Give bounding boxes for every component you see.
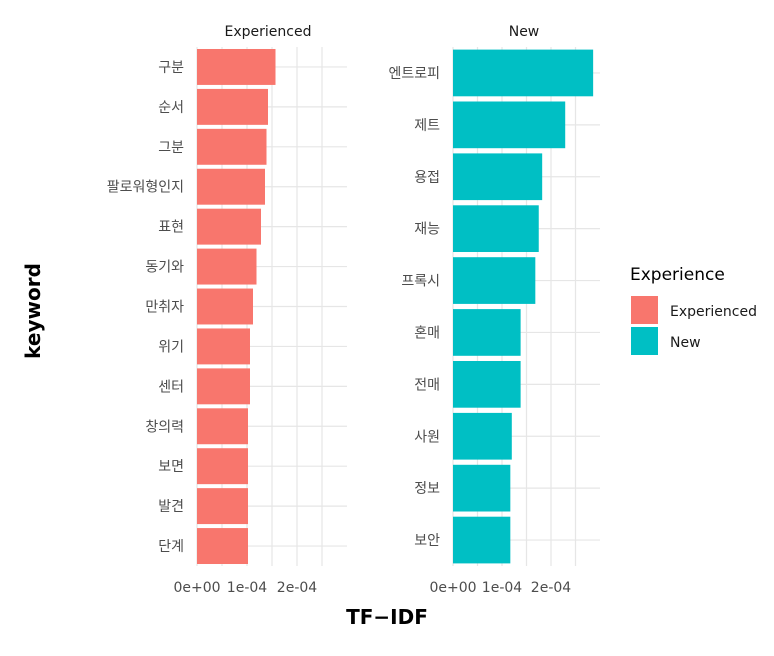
y-tick-label: 보면	[158, 459, 184, 475]
bar	[453, 101, 566, 149]
y-tick-label: 재능	[414, 222, 440, 238]
y-tick-label: 엔트로피	[388, 66, 440, 82]
bar	[197, 528, 248, 565]
bar	[197, 248, 257, 285]
bar	[453, 309, 521, 356]
y-tick-label: 만취자	[145, 300, 184, 316]
facet-title: Experienced	[225, 24, 312, 40]
y-tick-label: 동기와	[145, 260, 184, 276]
bar	[197, 488, 248, 525]
bar	[197, 88, 268, 125]
bar	[197, 208, 261, 245]
y-tick-label: 용접	[414, 170, 440, 186]
y-tick-label: 발견	[158, 499, 184, 515]
x-tick-label: 1e-04	[482, 580, 522, 596]
bar	[453, 412, 512, 460]
bar	[197, 168, 265, 205]
y-tick-label: 사원	[414, 429, 440, 445]
y-axis-title: keyword	[21, 263, 45, 359]
x-axis-title: TF−IDF	[346, 605, 428, 629]
bar	[197, 128, 267, 165]
legend: Experience Experienced New	[630, 265, 757, 355]
y-tick-label: 프록시	[401, 274, 440, 290]
y-tick-label: 센터	[158, 379, 184, 395]
y-tick-label: 혼매	[414, 325, 440, 341]
legend-label-experienced: Experienced	[670, 304, 757, 320]
bar	[453, 153, 543, 201]
bar	[197, 48, 276, 85]
y-tick-label: 보안	[414, 533, 440, 549]
x-tick-label: 0e+00	[173, 580, 220, 596]
x-tick-label: 1e-04	[227, 580, 267, 596]
x-tick-label: 0e+00	[429, 580, 476, 596]
legend-label-new: New	[670, 335, 701, 351]
x-tick-label: 2e-04	[277, 580, 317, 596]
y-tick-label: 구분	[158, 60, 184, 76]
bar	[453, 516, 511, 564]
y-tick-label: 표현	[158, 220, 184, 236]
facet-panel: 0e+00 1e-04 2e-04 구분순서그분팔로워형인지표현동기와만취자위기센터창…	[107, 24, 347, 596]
y-tick-label: 위기	[158, 339, 184, 355]
facet-panels: 0e+00 1e-04 2e-04 구분순서그분팔로워형인지표현동기와만취자위기센터창…	[107, 24, 600, 596]
bar	[197, 368, 250, 405]
y-tick-label: 전매	[414, 377, 440, 393]
y-tick-label: 팔로워형인지	[107, 180, 184, 196]
y-tick-label: 단계	[158, 539, 184, 555]
bar	[197, 448, 248, 485]
legend-key-new	[631, 327, 658, 355]
bar	[453, 205, 539, 253]
bar	[197, 288, 253, 325]
bar	[453, 360, 521, 408]
bar	[453, 257, 536, 304]
bar	[197, 408, 248, 445]
x-tick-label: 2e-04	[531, 580, 571, 596]
y-tick-label: 정보	[414, 481, 440, 497]
y-tick-label: 그분	[158, 140, 184, 156]
y-tick-label: 제트	[414, 118, 440, 134]
bar	[197, 328, 250, 365]
y-tick-label: 순서	[158, 100, 184, 116]
facet-title: New	[509, 24, 540, 40]
y-tick-label: 창의력	[145, 419, 184, 435]
bar	[453, 464, 511, 512]
legend-key-experienced	[631, 296, 658, 324]
bar	[453, 49, 594, 97]
legend-title: Experience	[630, 265, 725, 285]
